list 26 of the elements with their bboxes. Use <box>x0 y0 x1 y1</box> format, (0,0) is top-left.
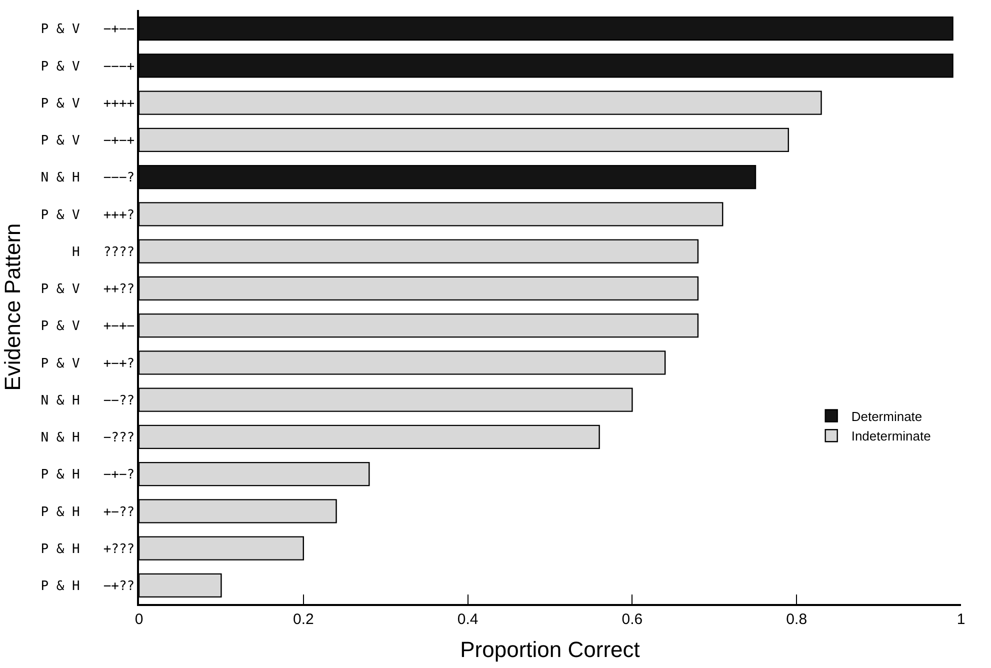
y-tick-label: P & V +−+? <box>40 356 135 372</box>
y-tick-label: P & V −−−+ <box>40 59 135 74</box>
x-tick-label: 0 <box>134 610 144 628</box>
y-tick-label: P & V −+−+ <box>40 133 135 148</box>
y-axis-title: Evidence Pattern <box>0 223 25 391</box>
y-tick-label: P & V ++?? <box>40 282 135 297</box>
legend-label: Determinate <box>851 408 922 424</box>
x-tick-label: 0.6 <box>622 610 643 628</box>
y-tick-label: P & H −+?? <box>40 578 135 594</box>
y-tick-label: N & H −−−? <box>40 170 135 186</box>
y-tick-label: P & H +−?? <box>40 504 135 520</box>
x-tick-label: 1 <box>956 610 966 628</box>
x-tick-label: 0.8 <box>786 610 808 628</box>
y-tick-label: P & V ++++ <box>40 96 135 112</box>
y-tick-label: H ???? <box>72 244 135 260</box>
y-tick-label: P & V +−+− <box>40 319 135 334</box>
x-tick-label: 0.2 <box>292 610 314 628</box>
x-axis-title: Proportion Correct <box>460 637 640 662</box>
y-tick-label: N & H −??? <box>40 430 135 446</box>
x-tick-label: 0.4 <box>457 610 478 628</box>
y-tick-label: P & H +??? <box>40 542 135 557</box>
y-tick-label: P & H −+−? <box>40 468 135 483</box>
legend-label: Indeterminate <box>851 428 931 444</box>
y-tick-label: N & H −−?? <box>40 393 135 408</box>
y-tick-label: P & V −+−− <box>40 22 135 38</box>
y-tick-label: P & V +++? <box>40 208 135 223</box>
